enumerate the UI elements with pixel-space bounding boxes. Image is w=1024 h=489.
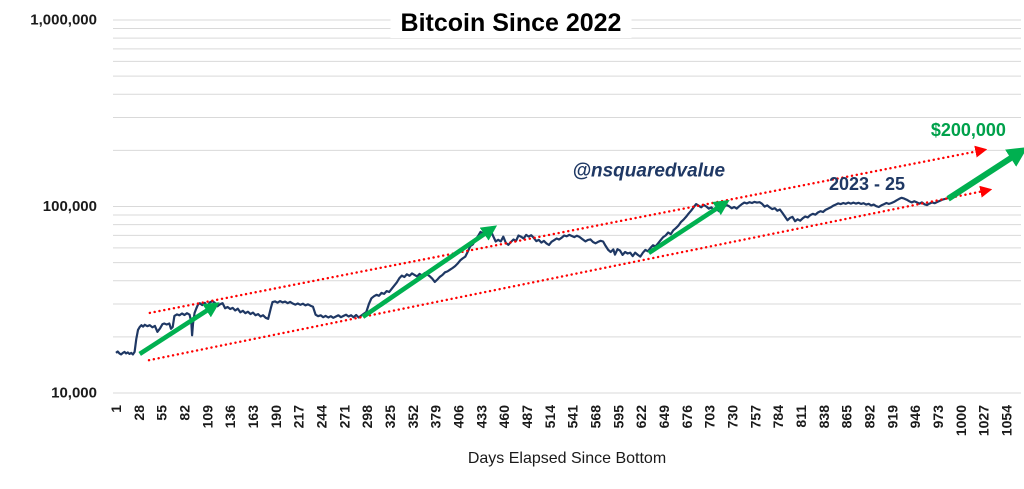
x-tick-label: 1: [108, 405, 124, 413]
x-tick-label: 298: [359, 405, 375, 429]
x-tick-label: 541: [565, 405, 581, 429]
x-tick-label: 460: [496, 405, 512, 429]
x-tick-label: 487: [519, 405, 535, 429]
x-tick-label: 1054: [999, 405, 1015, 436]
x-tick-label: 514: [542, 405, 558, 429]
x-tick-label: 82: [177, 405, 193, 421]
price-line: [115, 196, 949, 356]
channel-lower-line: [147, 185, 993, 362]
x-axis-labels: 1 28 55 82 109 136 163 190 217 244 271 298 325 352 379…: [108, 405, 1015, 436]
chart-title: Bitcoin Since 2022: [390, 9, 632, 38]
y-tick-label: 1,000,000: [30, 12, 97, 29]
x-tick-label: 1000: [953, 405, 969, 436]
annotation-target-label: $200,000: [931, 120, 1006, 140]
x-tick-label: 1027: [976, 405, 992, 436]
x-tick-label: 757: [747, 405, 763, 429]
x-tick-label: 622: [633, 405, 649, 429]
x-tick-label: 433: [473, 405, 489, 429]
x-tick-label: 676: [679, 405, 695, 429]
x-tick-label: 811: [793, 405, 809, 428]
x-tick-label: 784: [770, 405, 786, 429]
y-axis-labels: 10,000 100,000 1,000,000: [30, 12, 97, 402]
x-tick-label: 892: [862, 405, 878, 429]
x-tick-label: 55: [154, 405, 170, 421]
x-tick-label: 190: [268, 405, 284, 429]
x-tick-label: 973: [930, 405, 946, 429]
x-tick-label: 379: [428, 405, 444, 429]
x-tick-label: 163: [245, 405, 261, 429]
y-tick-label: 100,000: [43, 198, 97, 215]
annotation-period-label: 2023 - 25: [829, 174, 905, 194]
x-tick-label: 865: [839, 405, 855, 429]
x-tick-label: 595: [610, 405, 626, 429]
x-tick-label: 352: [405, 405, 421, 429]
gridlines: [113, 19, 1021, 394]
trend-arrow-1: [138, 302, 220, 356]
x-tick-label: 703: [702, 405, 718, 429]
x-tick-label: 136: [222, 405, 238, 429]
x-tick-label: 406: [451, 405, 467, 429]
channel-upper-line: [148, 145, 988, 315]
x-tick-label: 649: [656, 405, 672, 429]
annotation-watermark: @nsquaredvalue: [572, 161, 725, 182]
x-tick-label: 919: [884, 405, 900, 429]
x-tick-label: 730: [725, 405, 741, 429]
x-tick-label: 946: [907, 405, 923, 429]
trend-arrow-3: [647, 200, 730, 255]
x-tick-label: 325: [382, 405, 398, 429]
x-tick-label: 838: [816, 405, 832, 429]
trend-arrow-2: [361, 225, 498, 319]
x-tick-label: 28: [131, 405, 147, 421]
x-tick-label: 568: [588, 405, 604, 429]
x-tick-label: 109: [199, 405, 215, 429]
x-axis-title: Days Elapsed Since Bottom: [467, 450, 667, 467]
y-tick-label: 10,000: [51, 385, 97, 402]
x-tick-label: 217: [291, 405, 307, 429]
trend-arrow-4: [946, 147, 1024, 202]
x-tick-label: 244: [314, 405, 330, 429]
x-tick-label: 271: [336, 405, 352, 429]
